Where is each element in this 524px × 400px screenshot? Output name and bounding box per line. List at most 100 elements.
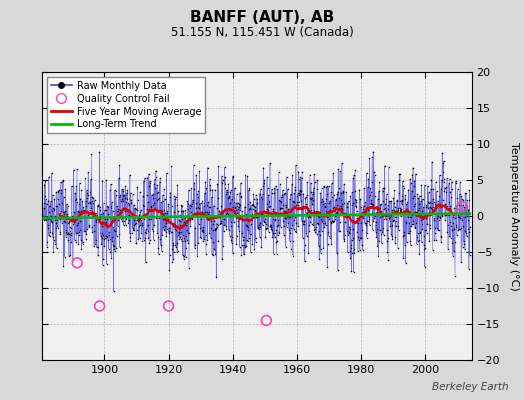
Point <box>214 222 222 228</box>
Point <box>401 196 409 202</box>
Point <box>309 185 318 191</box>
Point <box>453 195 462 202</box>
Point <box>146 178 154 184</box>
Point <box>184 206 193 212</box>
Point <box>434 201 443 208</box>
Point <box>77 237 85 244</box>
Point <box>137 222 146 228</box>
Point <box>75 180 84 186</box>
Point <box>354 219 362 226</box>
Point <box>318 228 326 234</box>
Point <box>247 221 256 227</box>
Point <box>456 210 465 216</box>
Point <box>242 222 250 228</box>
Point <box>364 217 372 224</box>
Point <box>187 203 195 209</box>
Point <box>385 215 393 221</box>
Point <box>336 168 344 174</box>
Point <box>183 198 192 205</box>
Point <box>428 158 436 165</box>
Point <box>401 192 409 198</box>
Point <box>406 238 414 244</box>
Point <box>221 185 230 192</box>
Point <box>223 207 231 213</box>
Point <box>149 228 158 235</box>
Point <box>334 210 343 217</box>
Point <box>101 235 109 242</box>
Point <box>122 222 130 228</box>
Point <box>127 212 136 218</box>
Point <box>125 202 134 208</box>
Point <box>199 229 207 235</box>
Point <box>446 189 454 195</box>
Point <box>439 160 447 166</box>
Point <box>287 191 295 198</box>
Point <box>443 175 451 182</box>
Point <box>289 216 298 223</box>
Point <box>431 224 439 231</box>
Point <box>57 190 65 196</box>
Point <box>341 232 349 238</box>
Point <box>67 232 75 238</box>
Point <box>82 231 91 237</box>
Point <box>324 213 332 220</box>
Point <box>298 218 306 224</box>
Point <box>301 258 309 265</box>
Point <box>172 244 180 250</box>
Point <box>60 211 69 217</box>
Point <box>154 245 162 252</box>
Point <box>367 197 376 203</box>
Point <box>59 262 68 269</box>
Point <box>349 200 357 206</box>
Point <box>326 189 335 195</box>
Point <box>296 174 304 180</box>
Point <box>418 239 426 246</box>
Point <box>409 165 417 171</box>
Point <box>211 250 220 257</box>
Point <box>369 148 377 155</box>
Point <box>350 245 358 252</box>
Point <box>307 189 315 196</box>
Point <box>435 217 443 224</box>
Point <box>390 187 399 194</box>
Point <box>69 220 77 227</box>
Point <box>372 219 380 225</box>
Point <box>303 214 312 220</box>
Point <box>440 176 448 182</box>
Point <box>421 226 430 233</box>
Point <box>90 222 99 228</box>
Point <box>359 214 367 221</box>
Point <box>122 215 130 221</box>
Point <box>381 216 390 222</box>
Point <box>78 208 86 215</box>
Point <box>254 213 262 220</box>
Point <box>114 206 123 212</box>
Point <box>462 233 471 239</box>
Point <box>454 212 462 218</box>
Point <box>371 210 379 217</box>
Point <box>408 172 417 178</box>
Point <box>41 193 50 199</box>
Point <box>188 214 196 220</box>
Point <box>380 206 389 213</box>
Point <box>187 185 195 192</box>
Point <box>268 227 276 234</box>
Point <box>173 182 182 188</box>
Point <box>246 199 254 205</box>
Point <box>98 178 106 184</box>
Point <box>352 203 360 209</box>
Point <box>95 215 104 221</box>
Point <box>219 208 227 214</box>
Point <box>217 203 225 209</box>
Point <box>69 218 78 224</box>
Point <box>237 194 245 200</box>
Point <box>463 211 471 217</box>
Point <box>118 186 126 192</box>
Point <box>353 215 362 221</box>
Point <box>307 196 315 202</box>
Point <box>437 234 445 240</box>
Point <box>46 216 54 222</box>
Point <box>412 241 421 247</box>
Point <box>239 234 248 240</box>
Point <box>123 196 131 202</box>
